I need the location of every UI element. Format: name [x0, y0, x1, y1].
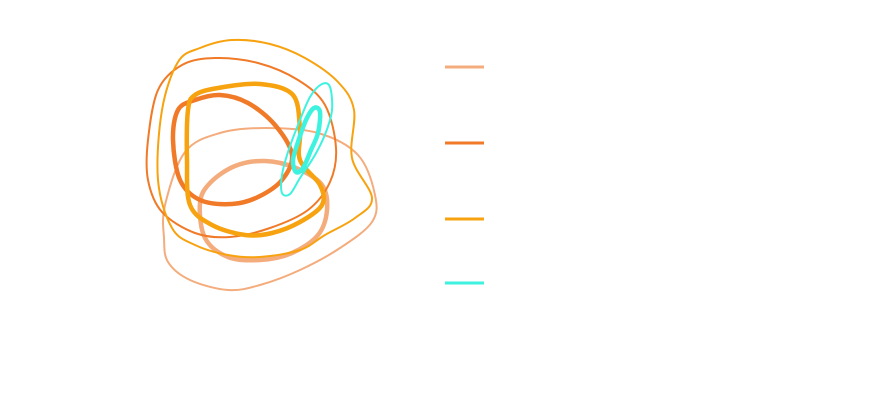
contour-series-2-outer: [145, 56, 338, 239]
contour-plot-area: [145, 38, 378, 292]
legend: [445, 65, 484, 285]
contour-series-4-outer: [280, 82, 334, 197]
contour-series-2-inner: [170, 92, 295, 207]
contour-series-4-inner: [290, 105, 323, 175]
contour-series-3-outer: [156, 38, 374, 259]
contour-series-1-inner: [197, 158, 330, 263]
contour-series-1-outer: [162, 127, 378, 292]
contour-series-3-inner: [184, 81, 327, 238]
